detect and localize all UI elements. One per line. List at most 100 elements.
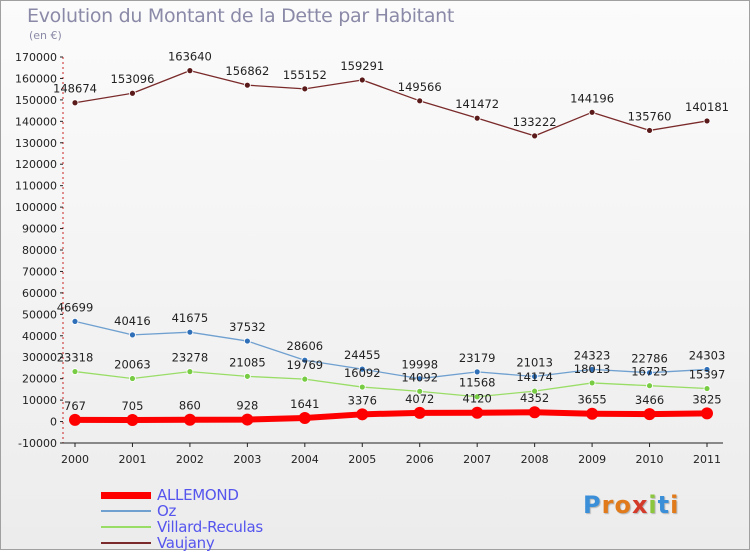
y-tick-label: 0: [50, 416, 57, 429]
legend-label: Vaujany: [157, 534, 215, 552]
data-point: [186, 368, 194, 376]
data-point: [129, 375, 136, 382]
series-line: [74, 409, 708, 424]
data-point: [416, 387, 424, 395]
data-label: 144196: [570, 91, 614, 105]
unit-label: (en €): [29, 29, 62, 42]
axes: -10000 0 10000 20000 30000 40000 50000 60000 700…: [15, 51, 723, 466]
y-tick-label: 50000: [22, 308, 57, 321]
data-label: 19769: [287, 358, 324, 372]
data-label: 860: [179, 399, 201, 413]
data-label: 1641: [290, 397, 319, 411]
data-label: 11568: [459, 376, 496, 390]
data-label: 163640: [168, 50, 212, 64]
data-point: [646, 127, 653, 134]
logo-letter: t: [657, 491, 671, 519]
data-label: 155152: [283, 68, 327, 82]
data-label: 135760: [628, 109, 672, 123]
data-label: 18013: [574, 362, 611, 376]
data-point: [71, 318, 79, 325]
legend-swatch: [101, 526, 151, 528]
data-label: 133222: [513, 115, 557, 129]
data-point: [298, 412, 311, 425]
data-label: 16092: [344, 366, 381, 380]
x-tick-label: 2000: [61, 453, 89, 466]
data-label: 14092: [401, 370, 438, 384]
data-point: [243, 372, 251, 380]
data-label: 3376: [348, 393, 377, 407]
logo-letter: i: [670, 491, 680, 519]
chart-title: Evolution du Montant de la Dette par Hab…: [27, 5, 455, 27]
data-point: [129, 331, 136, 339]
logo-letter: x: [631, 491, 649, 519]
x-tick-label: 2011: [693, 453, 721, 466]
series-villard-reculas: [71, 368, 711, 401]
logo-letter: o: [614, 491, 632, 519]
data-point: [69, 413, 81, 426]
data-label: 23179: [459, 351, 496, 365]
data-point: [301, 85, 309, 93]
legend-swatch: [101, 491, 151, 499]
data-label: 15397: [689, 368, 726, 382]
series-vaujany: [71, 67, 711, 140]
y-tick-label: 70000: [22, 265, 57, 278]
data-point: [701, 407, 713, 420]
data-point: [416, 97, 424, 105]
series-line: [74, 370, 708, 398]
series-layer: [69, 67, 713, 427]
data-label: 140181: [685, 100, 729, 114]
data-point: [473, 368, 481, 376]
data-label: 40416: [114, 314, 151, 328]
data-point: [126, 414, 139, 427]
data-label: 23278: [172, 351, 209, 365]
legend-label: Villard-Reculas: [157, 518, 263, 536]
data-label: 153096: [111, 72, 155, 86]
data-point: [243, 81, 251, 89]
x-tick-label: 2006: [406, 453, 434, 466]
data-label: 41675: [172, 311, 209, 325]
data-label: 46699: [57, 300, 94, 314]
data-point: [186, 67, 194, 75]
x-tick-label: 2008: [521, 453, 549, 466]
data-label: 3655: [577, 393, 606, 407]
y-tick-label: 110000: [15, 180, 57, 193]
data-point: [356, 408, 369, 421]
data-label: 14174: [516, 370, 553, 384]
series-oz: [71, 318, 711, 383]
data-point: [646, 369, 653, 377]
data-point: [643, 408, 656, 421]
data-label: 141472: [455, 97, 499, 111]
series-line: [74, 69, 708, 137]
data-point: [129, 89, 136, 97]
data-point: [71, 99, 79, 107]
data-point: [528, 406, 541, 419]
data-point: [471, 406, 484, 419]
y-tick-label: 130000: [15, 137, 57, 150]
data-point: [586, 407, 599, 420]
y-tick-label: 60000: [22, 287, 57, 300]
data-point: [301, 356, 309, 364]
data-label: 24455: [344, 348, 381, 362]
data-point: [358, 365, 366, 373]
data-label: 156862: [225, 64, 269, 78]
data-point: [588, 108, 596, 116]
y-tick-label: 150000: [15, 94, 57, 107]
y-tick-label: 10000: [22, 394, 57, 407]
data-point: [531, 132, 539, 140]
x-tick-label: 2004: [291, 453, 319, 466]
data-label: 159291: [340, 59, 384, 73]
x-tick-label: 2005: [348, 453, 376, 466]
x-tick-label: 2010: [636, 453, 664, 466]
data-point: [241, 413, 254, 426]
data-point: [71, 368, 79, 375]
data-label: 148674: [53, 82, 97, 96]
data-label: 4072: [405, 392, 434, 406]
data-point: [646, 382, 653, 390]
x-tick-label: 2002: [176, 453, 204, 466]
logo-letter: r: [601, 491, 615, 519]
y-tick-label: 30000: [22, 351, 57, 364]
data-label: 24323: [574, 348, 611, 362]
data-label: 20063: [114, 358, 151, 372]
